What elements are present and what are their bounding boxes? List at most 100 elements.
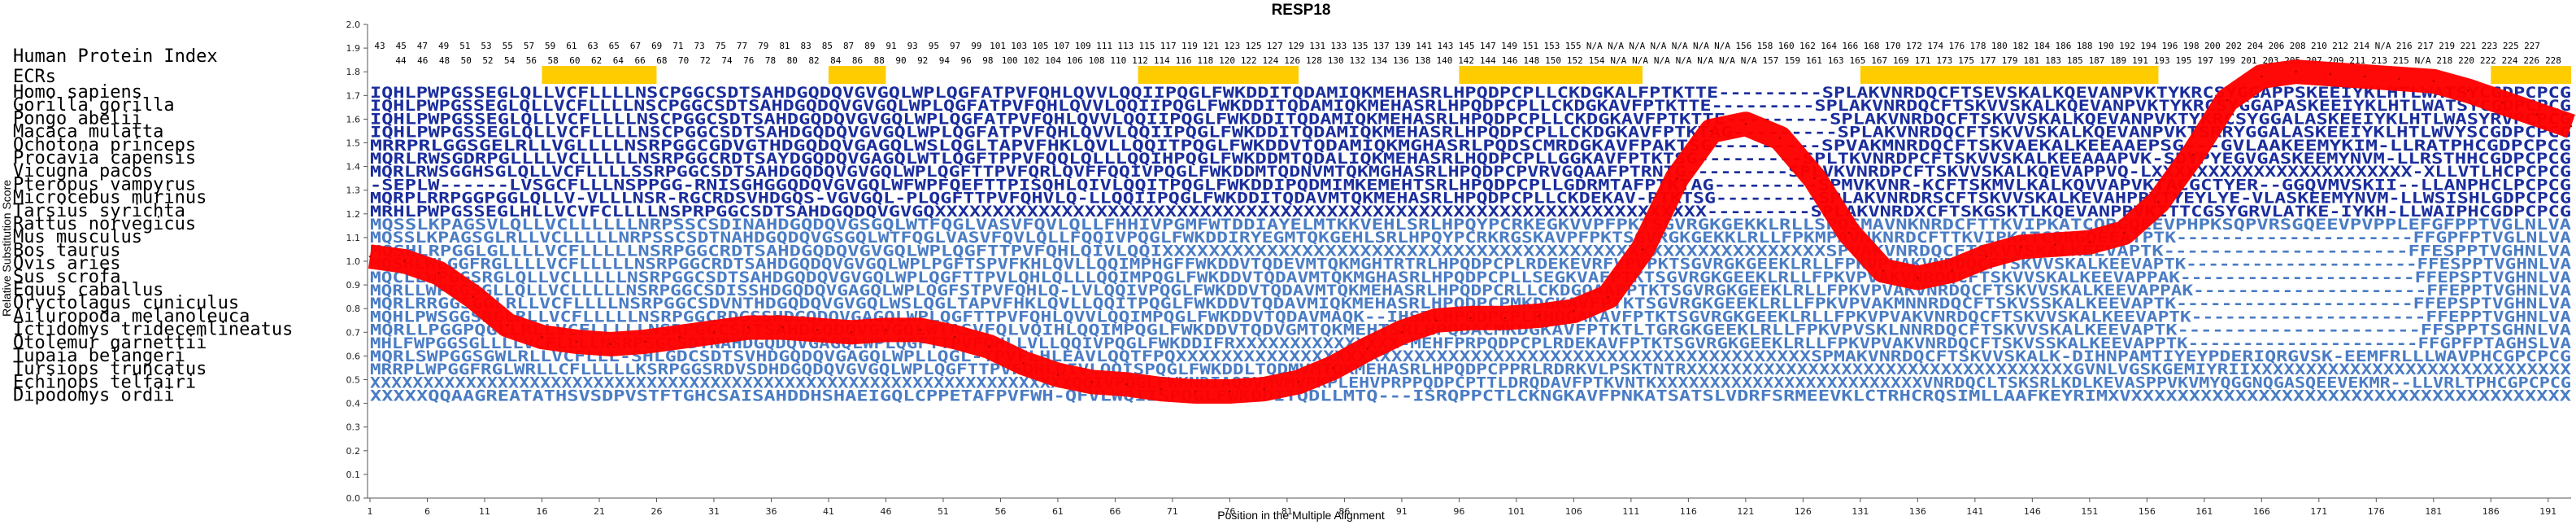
hpi-index-bottom: 140 xyxy=(1436,55,1452,66)
hpi-index-top: 164 xyxy=(1821,41,1837,51)
y-tick-label: 1.2 xyxy=(346,209,361,220)
score-point xyxy=(1332,366,1334,369)
score-point xyxy=(472,295,475,298)
hpi-index-bottom: 104 xyxy=(1045,55,1061,66)
score-point xyxy=(1607,295,1609,298)
x-tick-label: 171 xyxy=(2310,506,2327,517)
x-tick-label: 81 xyxy=(1281,506,1293,517)
hpi-index-top: 53 xyxy=(481,41,491,51)
score-point xyxy=(1951,269,1953,272)
score-point xyxy=(1297,381,1300,383)
hpi-index-bottom: 80 xyxy=(787,55,798,66)
hpi-index-top: 93 xyxy=(907,41,918,51)
alignment-sequence: MQRPLRRPGGPGGLQLLV-VLLLNSR-RGCRDSVHDGQS-… xyxy=(370,190,2571,208)
hpi-index-bottom: 58 xyxy=(548,55,559,66)
score-point xyxy=(1847,231,1850,234)
score-point xyxy=(437,272,440,274)
score-point xyxy=(1917,277,1919,279)
score-point xyxy=(919,329,921,331)
hpi-index-top: 69 xyxy=(651,41,662,51)
hpi-index-top: 57 xyxy=(524,41,534,51)
score-point xyxy=(403,260,406,263)
alignment-rows: Homo sapiens IQHLPWPGSSEGLQLLVCFLLLLNSCPG… xyxy=(13,82,2572,406)
species-label: Microcebus murinus xyxy=(13,188,207,208)
score-point xyxy=(1676,177,1678,180)
hpi-index-top: 133 xyxy=(1330,41,1347,51)
hpi-index-bottom: 195 xyxy=(2176,55,2192,66)
hpi-index-bottom: 148 xyxy=(1523,55,1539,66)
hpi-index-top: 156 xyxy=(1735,41,1751,51)
hpi-index-bottom: 222 xyxy=(2480,55,2496,66)
hpi-index-bottom: 134 xyxy=(1371,55,1387,66)
y-tick-label: 2.0 xyxy=(346,20,361,30)
species-label: Pteropus vampyrus xyxy=(13,174,196,195)
hpi-index-top: 135 xyxy=(1352,41,1368,51)
score-curve xyxy=(368,59,2575,404)
hpi-index-bottom: 114 xyxy=(1154,55,1170,66)
y-tick-label: 0.2 xyxy=(346,446,361,457)
hpi-index-bottom: 171 xyxy=(1915,55,1931,66)
x-tick-label: 11 xyxy=(479,506,490,517)
hpi-index-top: 158 xyxy=(1757,41,1773,51)
hpi-index-top: N/A xyxy=(1608,41,1624,51)
x-tick-label: 126 xyxy=(1795,506,1812,517)
species-label: Tupaia belangeri xyxy=(13,346,185,366)
x-tick-label: 1 xyxy=(368,506,373,517)
score-point xyxy=(1125,383,1128,386)
hpi-index-top: 139 xyxy=(1395,41,1411,51)
alignment-sequence: MQRLRWSGGHSGLQLLVCFLLLLSSRPGGCSDTSAHDGQD… xyxy=(370,163,2571,181)
hpi-index-top: 123 xyxy=(1224,41,1240,51)
hpi-index-top: 180 xyxy=(1991,41,2008,51)
species-label: Echinops telfairi xyxy=(13,372,196,392)
species-label: Ochotona princeps xyxy=(13,135,196,155)
hpi-index-bottom: 100 xyxy=(1002,55,1018,66)
hpi-index-bottom: 211 xyxy=(2349,55,2365,66)
hpi-index-bottom: 146 xyxy=(1502,55,1518,66)
hpi-index-bottom: 213 xyxy=(2371,55,2387,66)
score-point xyxy=(781,326,784,329)
score-point xyxy=(678,335,681,339)
hpi-index-bottom: 70 xyxy=(678,55,689,66)
hpi-index-bottom: 183 xyxy=(2045,55,2061,66)
hpi-index-bottom: 56 xyxy=(526,55,537,66)
y-tick-label: 0.5 xyxy=(346,375,361,386)
score-point xyxy=(644,340,646,343)
score-point xyxy=(816,329,819,331)
hpi-index-top: 208 xyxy=(2290,41,2306,51)
hpi-index-top: 45 xyxy=(396,41,407,51)
hpi-index-top: 109 xyxy=(1075,41,1091,51)
hpi-index-top: 91 xyxy=(886,41,896,51)
hpi-index-top: 145 xyxy=(1459,41,1475,51)
y-tick-label: 0.6 xyxy=(346,351,361,361)
hpi-index-top: 103 xyxy=(1011,41,1027,51)
score-point xyxy=(1366,348,1368,350)
x-tick-label: 146 xyxy=(2024,506,2041,517)
hpi-index-bottom: N/A xyxy=(1719,55,1735,66)
ecr-label: ECRs xyxy=(13,67,56,87)
alignment-sequence: MQSHLWLGGFRGLLLLVCFLLLLLNSRPGGCRDTSAHDGQ… xyxy=(370,256,2572,273)
x-tick-label: 156 xyxy=(2139,506,2156,517)
hpi-index-top: 67 xyxy=(630,41,641,51)
hpi-index-top: 73 xyxy=(694,41,704,51)
hpi-index-bottom: 88 xyxy=(874,55,885,66)
hpi-index-top: 115 xyxy=(1139,41,1155,51)
hpi-index-top: 107 xyxy=(1054,41,1070,51)
x-tick-label: 61 xyxy=(1052,506,1064,517)
hpi-index-top: 147 xyxy=(1480,41,1496,51)
score-point xyxy=(1573,309,1575,313)
hpi-index-bottom: 110 xyxy=(1110,55,1126,66)
hpi-index-top: 196 xyxy=(2162,41,2178,51)
hpi-index-top: 219 xyxy=(2439,41,2455,51)
hpi-index-bottom: 130 xyxy=(1328,55,1344,66)
hpi-index-bottom: N/A xyxy=(2415,55,2431,66)
score-point xyxy=(1744,123,1747,125)
ecr-bar xyxy=(828,66,886,84)
score-point xyxy=(1538,314,1541,317)
hpi-index-top: 63 xyxy=(587,41,598,51)
hpi-index-bottom: 62 xyxy=(591,55,602,66)
hpi-index-bottom: 163 xyxy=(1828,55,1844,66)
alignment-sequence: XXXXXXXXXXXXXXXXXXXXXXXXXXXXXXXXXXXXXXXX… xyxy=(370,374,2571,391)
hpi-index-bottom: 142 xyxy=(1458,55,1474,66)
score-point xyxy=(1813,177,1816,180)
score-point xyxy=(1882,269,1885,272)
